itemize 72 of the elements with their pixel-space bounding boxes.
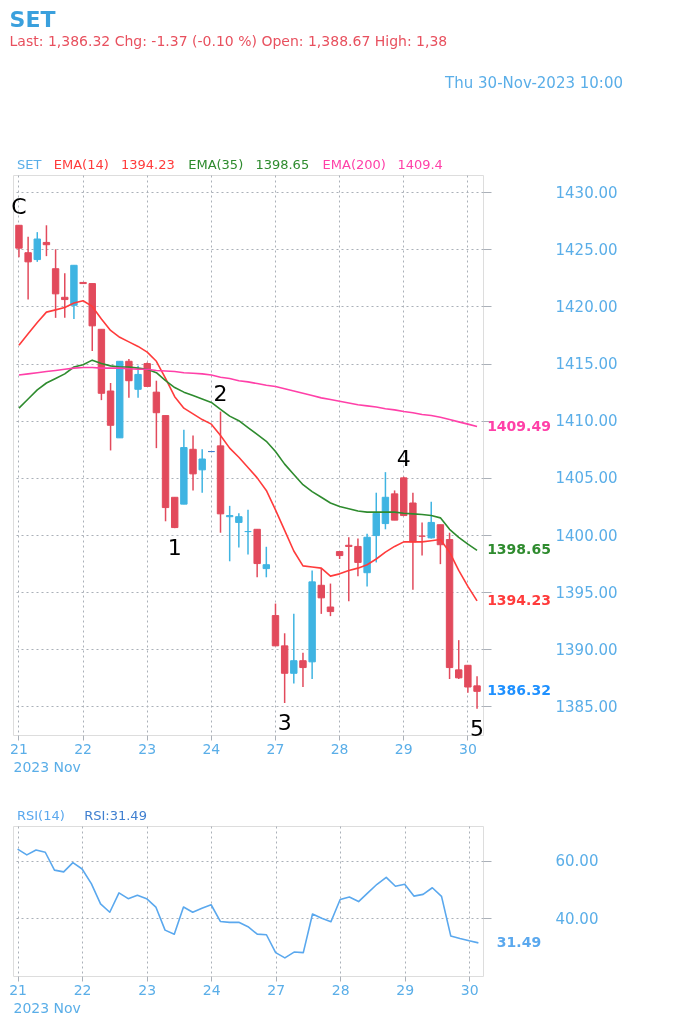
x-tick-label: 22 (73, 981, 92, 998)
x-tick-label: 28 (331, 981, 350, 998)
candlestick (198, 448, 206, 494)
candlestick (290, 613, 298, 685)
x-tick-label: 24 (202, 981, 221, 998)
x-axis-title: 2023 Nov (13, 758, 81, 775)
x-tick-label: 27 (266, 740, 285, 757)
x-axis-title: 2023 Nov (13, 999, 81, 1016)
candlestick (61, 272, 69, 319)
candlestick (15, 224, 23, 259)
data-label: 1409.49 (487, 417, 551, 434)
candlestick (143, 361, 151, 388)
text: RSI:31.49 (84, 808, 147, 823)
text: 1409.4 (397, 157, 443, 172)
y-tick-label: 60.00 (555, 852, 599, 871)
chart-subtitle: Last: 1,386.32 Chg: -1.37 (-0.10 %) Open: 1,388.67 High: 1,38 (9, 33, 448, 49)
x-tick-label: 28 (330, 740, 349, 757)
y-tick-label: 1420.00 (555, 297, 618, 316)
x-tick-label: 29 (394, 740, 413, 757)
data-label: 31.49 (496, 933, 542, 950)
text: EMA(200) (322, 157, 386, 172)
text: 1398.65 (255, 157, 310, 172)
candlestick (372, 491, 380, 564)
x-tick-label: 23 (138, 740, 157, 757)
annotation: 5 (470, 715, 485, 741)
candlestick (326, 582, 335, 617)
text: EMA(14) (53, 157, 109, 172)
y-tick-label: 1410.00 (555, 412, 618, 431)
x-tick-label: 21 (9, 981, 28, 998)
data-label: 1398.65 (487, 541, 551, 558)
candlestick (33, 231, 41, 263)
x-tick-label: 21 (10, 740, 28, 757)
y-tick-label: 1385.00 (555, 697, 618, 716)
x-tick-label: 22 (74, 740, 92, 757)
line-series (18, 299, 478, 602)
chart-title: SET (9, 7, 56, 32)
candlestick (418, 521, 426, 557)
y-tick-label: 40.00 (555, 909, 599, 928)
candlestick (42, 224, 51, 257)
legend-title: SET (17, 157, 42, 172)
line-series (16, 848, 480, 959)
candlestick (152, 379, 161, 449)
candlestick (299, 651, 307, 688)
text: 1386.32 (487, 682, 551, 699)
text: 1394.23 (121, 157, 175, 172)
text: Thu 30-Nov-2023 10:00 (444, 74, 623, 92)
annotation: 2 (213, 380, 228, 406)
x-tick-label: 24 (202, 740, 221, 757)
candlestick (317, 567, 325, 615)
y-tick-label: 1405.00 (555, 469, 618, 488)
x-tick-label: 23 (138, 981, 157, 998)
x-tick-label: 27 (267, 981, 286, 998)
annotation: C (11, 194, 27, 220)
x-tick-label: 30 (460, 981, 479, 998)
y-tick-label: 1430.00 (555, 183, 618, 202)
text: EMA(35) (188, 157, 244, 172)
x-tick-label: 30 (458, 740, 477, 757)
y-tick-label: 1400.00 (555, 526, 618, 545)
data-label: 1394.23 (487, 591, 551, 608)
y-tick-label: 1395.00 (555, 583, 618, 602)
candlestick (134, 365, 142, 399)
text: RSI(14) (17, 808, 65, 823)
y-tick-label: 1425.00 (555, 240, 618, 259)
candlestick (427, 501, 435, 540)
annotation: 4 (396, 445, 411, 471)
y-tick-label: 1415.00 (555, 355, 618, 374)
annotation: 1 (167, 535, 182, 561)
annotation: 3 (277, 710, 292, 735)
candlestick (262, 546, 271, 579)
candlestick (24, 235, 32, 301)
y-tick-label: 1390.00 (555, 640, 618, 659)
x-tick-label: 29 (396, 981, 415, 998)
